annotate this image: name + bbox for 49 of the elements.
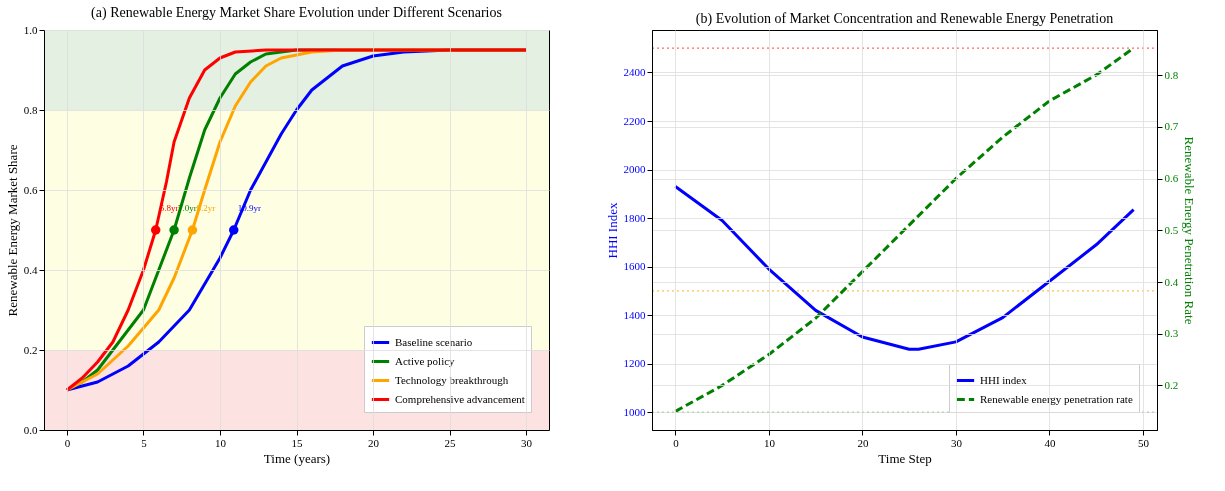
y-tick-label: 2200 (623, 114, 646, 127)
x-tick-label: 30 (950, 436, 963, 449)
y-tick-label: 0.0 (23, 423, 38, 436)
x-axis-title: Time (years) (263, 450, 331, 466)
chart-title: (b) Evolution of Market Concentration and Renewable Energy Penetration (695, 11, 1114, 27)
x-tick-label: 40 (1044, 436, 1056, 449)
y-tick-label: 0.8 (23, 103, 38, 116)
y2-axis-title: Renewable Energy Penetration Rate (1182, 136, 1198, 325)
y2-tick-label: 0.4 (1164, 275, 1179, 288)
y-tick-label: 1.0 (23, 23, 38, 36)
y-axis-title: Renewable Energy Market Share (4, 144, 20, 317)
y-tick-label: 2000 (623, 163, 646, 176)
x-tick-label: 10 (763, 436, 776, 449)
x-tick-label: 20 (857, 436, 869, 449)
x-tick-label: 15 (291, 436, 303, 449)
y-tick-label: 0.6 (23, 183, 38, 196)
x-tick-label: 50 (1137, 436, 1150, 449)
legend-label: Technology breakthrough (395, 373, 509, 386)
legend-label: Baseline scenario (395, 335, 473, 348)
x-tick-label: 20 (368, 436, 380, 449)
y-tick-label: 1400 (623, 308, 646, 321)
y-tick-label: 1800 (623, 211, 646, 224)
y-tick-label: 0.2 (23, 343, 38, 356)
x-tick-label: 10 (214, 436, 227, 449)
line-series (673, 185, 1136, 351)
x-tick-label: 30 (521, 436, 533, 449)
y-tick-label: 0.4 (23, 263, 38, 276)
y-tick-label: 2400 (623, 65, 646, 78)
y2-tick-label: 0.3 (1164, 327, 1179, 340)
legend-label: Renewable energy penetration rate (980, 392, 1133, 405)
x-axis-title: Time Step (878, 450, 932, 466)
y2-tick-label: 0.2 (1164, 379, 1179, 391)
legend-label: Active policy (395, 354, 456, 367)
y-axis-title: HHI Index (604, 202, 620, 259)
y2-tick-label: 0.6 (1164, 172, 1179, 185)
legend-label: Comprehensive advancement (395, 392, 525, 405)
chart-title: (a) Renewable Energy Market Share Evolution under Different Scenarios (91, 5, 502, 21)
legend-label: HHI index (980, 373, 1028, 386)
y2-tick-label: 0.8 (1164, 68, 1179, 81)
x-tick-label: 0 (673, 436, 680, 449)
x-tick-label: 5 (141, 436, 148, 449)
y2-tick-label: 0.7 (1164, 120, 1179, 133)
y-tick-label: 1000 (623, 405, 646, 418)
y-tick-label: 1200 (623, 357, 646, 370)
x-tick-label: 25 (444, 436, 457, 449)
y-tick-label: 1600 (623, 260, 646, 273)
x-tick-label: 0 (64, 436, 71, 449)
y2-tick-label: 0.5 (1164, 223, 1179, 236)
line-series (65, 48, 528, 392)
